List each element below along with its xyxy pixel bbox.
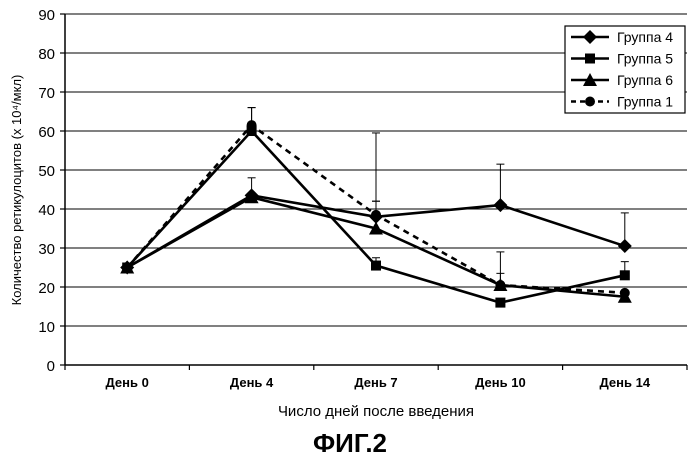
data-point-diamond [493, 198, 507, 212]
legend-label: Группа 1 [617, 94, 673, 110]
data-point-circle [495, 280, 505, 290]
data-point-diamond [618, 239, 632, 253]
data-point-circle [620, 288, 630, 298]
data-point-circle [247, 120, 257, 130]
legend-label: Группа 6 [617, 72, 673, 88]
y-tick-label: 70 [38, 85, 55, 102]
series-layer [120, 108, 632, 308]
x-tick-label: День 4 [230, 375, 274, 390]
legend-label: Группа 4 [617, 29, 673, 45]
y-tick-label: 50 [38, 163, 55, 180]
y-tick-label: 40 [38, 202, 55, 219]
y-axis-label: Количество ретикулоцитов (x 10⁴/мкл) [9, 75, 24, 306]
y-tick-label: 20 [38, 280, 55, 297]
legend: Группа 4 Группа 5 Группа 6 Группа 1 [565, 26, 685, 113]
data-point-circle [585, 97, 595, 107]
data-point-square [371, 261, 381, 271]
y-tick-labels: 0 10 20 30 40 50 60 70 80 90 [38, 7, 65, 375]
legend-label: Группа 5 [617, 51, 673, 67]
x-axis-label: Число дней после введения [278, 403, 474, 420]
data-point-square [620, 270, 630, 280]
x-tick-labels: День 0 День 4 День 7 День 10 День 14 [65, 365, 687, 390]
figure-caption: ФИГ.2 [0, 428, 700, 459]
x-tick-label: День 10 [475, 375, 526, 390]
data-point-square [495, 298, 505, 308]
x-tick-label: День 0 [106, 375, 149, 390]
x-tick-label: День 7 [354, 375, 397, 390]
data-point-circle [122, 263, 132, 273]
y-tick-label: 60 [38, 124, 55, 141]
y-tick-label: 30 [38, 241, 55, 258]
y-tick-label: 80 [38, 46, 55, 63]
data-point-circle [371, 210, 381, 220]
y-tick-label: 10 [38, 319, 55, 336]
x-tick-label: День 14 [600, 375, 651, 390]
data-point-square [585, 54, 595, 64]
y-tick-label: 90 [38, 7, 55, 24]
y-tick-label: 0 [47, 358, 55, 375]
